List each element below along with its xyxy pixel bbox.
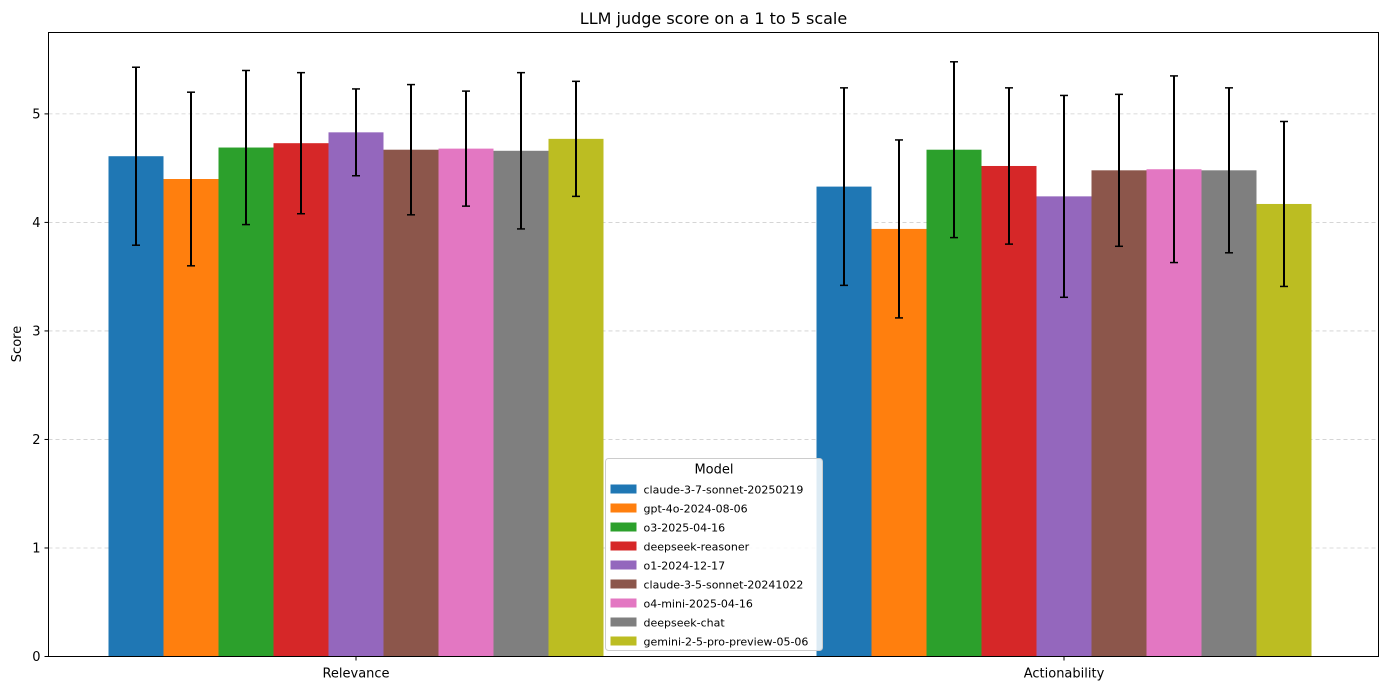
- y-tick-label: 2: [32, 433, 40, 448]
- legend-label: claude-3-7-sonnet-20250219: [644, 484, 804, 497]
- legend-swatch: [610, 579, 637, 589]
- bar-1-5: [1091, 170, 1147, 657]
- legend-swatch: [610, 484, 637, 494]
- legend-label: deepseek-chat: [644, 617, 726, 630]
- legend-swatch: [610, 636, 637, 646]
- legend-title: Model: [694, 463, 733, 478]
- bar-0-8: [548, 138, 604, 657]
- bars-group: [108, 132, 1312, 657]
- legend-label: claude-3-5-sonnet-20241022: [644, 579, 804, 592]
- legend-swatch: [610, 522, 637, 532]
- bar-0-6: [438, 148, 494, 657]
- legend-label: o1-2024-12-17: [644, 560, 726, 573]
- y-axis-label: Score: [10, 326, 25, 362]
- legend-swatch: [610, 503, 637, 513]
- x-tick-label: Relevance: [322, 667, 389, 682]
- legend-label: gpt-4o-2024-08-06: [644, 503, 748, 516]
- bar-0-5: [383, 149, 439, 657]
- chart-title: LLM judge score on a 1 to 5 scale: [580, 9, 847, 28]
- plot-frame: [48, 32, 1379, 657]
- y-tick-label: 3: [32, 324, 40, 339]
- bar-0-4: [328, 132, 384, 657]
- legend-swatch: [610, 560, 637, 570]
- y-tick-label: 1: [32, 541, 40, 556]
- bar-0-2: [218, 147, 274, 657]
- y-tick-label: 4: [32, 216, 40, 231]
- legend-swatch: [610, 617, 637, 627]
- bar-0-3: [273, 143, 329, 657]
- y-axis: 0 1 2 3 4 5: [32, 107, 49, 665]
- legend: Model claude-3-7-sonnet-20250219 gpt-4o-20…: [605, 458, 823, 651]
- legend-swatch: [610, 541, 637, 551]
- x-axis: Relevance Actionability: [322, 656, 1105, 682]
- y-tick-label: 5: [32, 107, 40, 122]
- bar-1-3: [981, 165, 1037, 657]
- legend-label: o4-mini-2025-04-16: [644, 598, 753, 611]
- bar-0-7: [493, 150, 549, 657]
- legend-label: gemini-2-5-pro-preview-05-06: [644, 636, 809, 649]
- legend-label: o3-2025-04-16: [644, 522, 726, 535]
- y-tick-label: 0: [32, 650, 40, 665]
- error-bars-group: [132, 61, 1288, 319]
- legend-swatch: [610, 598, 637, 608]
- legend-box: [605, 458, 823, 651]
- legend-label: deepseek-reasoner: [644, 541, 750, 554]
- x-tick-label: Actionability: [1024, 667, 1105, 682]
